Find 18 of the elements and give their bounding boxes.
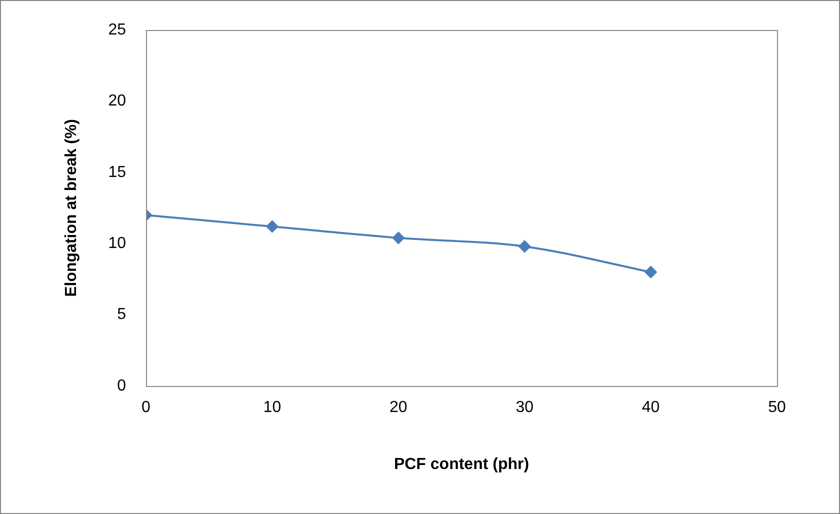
y-tick-label: 0	[117, 377, 126, 394]
x-tick-label: 0	[142, 399, 151, 416]
point	[644, 266, 657, 278]
point	[392, 232, 404, 244]
x-tick-label: 30	[516, 399, 534, 416]
y-axis-title: Elongation at break (%)	[63, 119, 80, 297]
y-tick-label: 20	[108, 92, 126, 110]
x-tick-label: 40	[642, 399, 660, 416]
x-axis-title: PCF content (phr)	[394, 456, 530, 473]
point	[518, 240, 531, 252]
y-tick-label: 25	[108, 21, 126, 38]
point	[266, 220, 278, 233]
x-tick-label: 10	[263, 399, 282, 416]
y-tick-label: 10	[108, 235, 126, 252]
y-tick-label: 15	[108, 164, 126, 181]
x-tick-label: 50	[768, 399, 786, 416]
y-tick-label: 5	[117, 306, 126, 324]
x-tick-label: 20	[390, 399, 408, 416]
